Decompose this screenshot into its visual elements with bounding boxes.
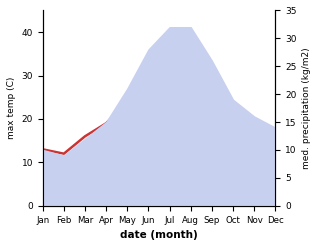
- Y-axis label: max temp (C): max temp (C): [7, 77, 16, 139]
- X-axis label: date (month): date (month): [120, 230, 198, 240]
- Y-axis label: med. precipitation (kg/m2): med. precipitation (kg/m2): [302, 47, 311, 169]
